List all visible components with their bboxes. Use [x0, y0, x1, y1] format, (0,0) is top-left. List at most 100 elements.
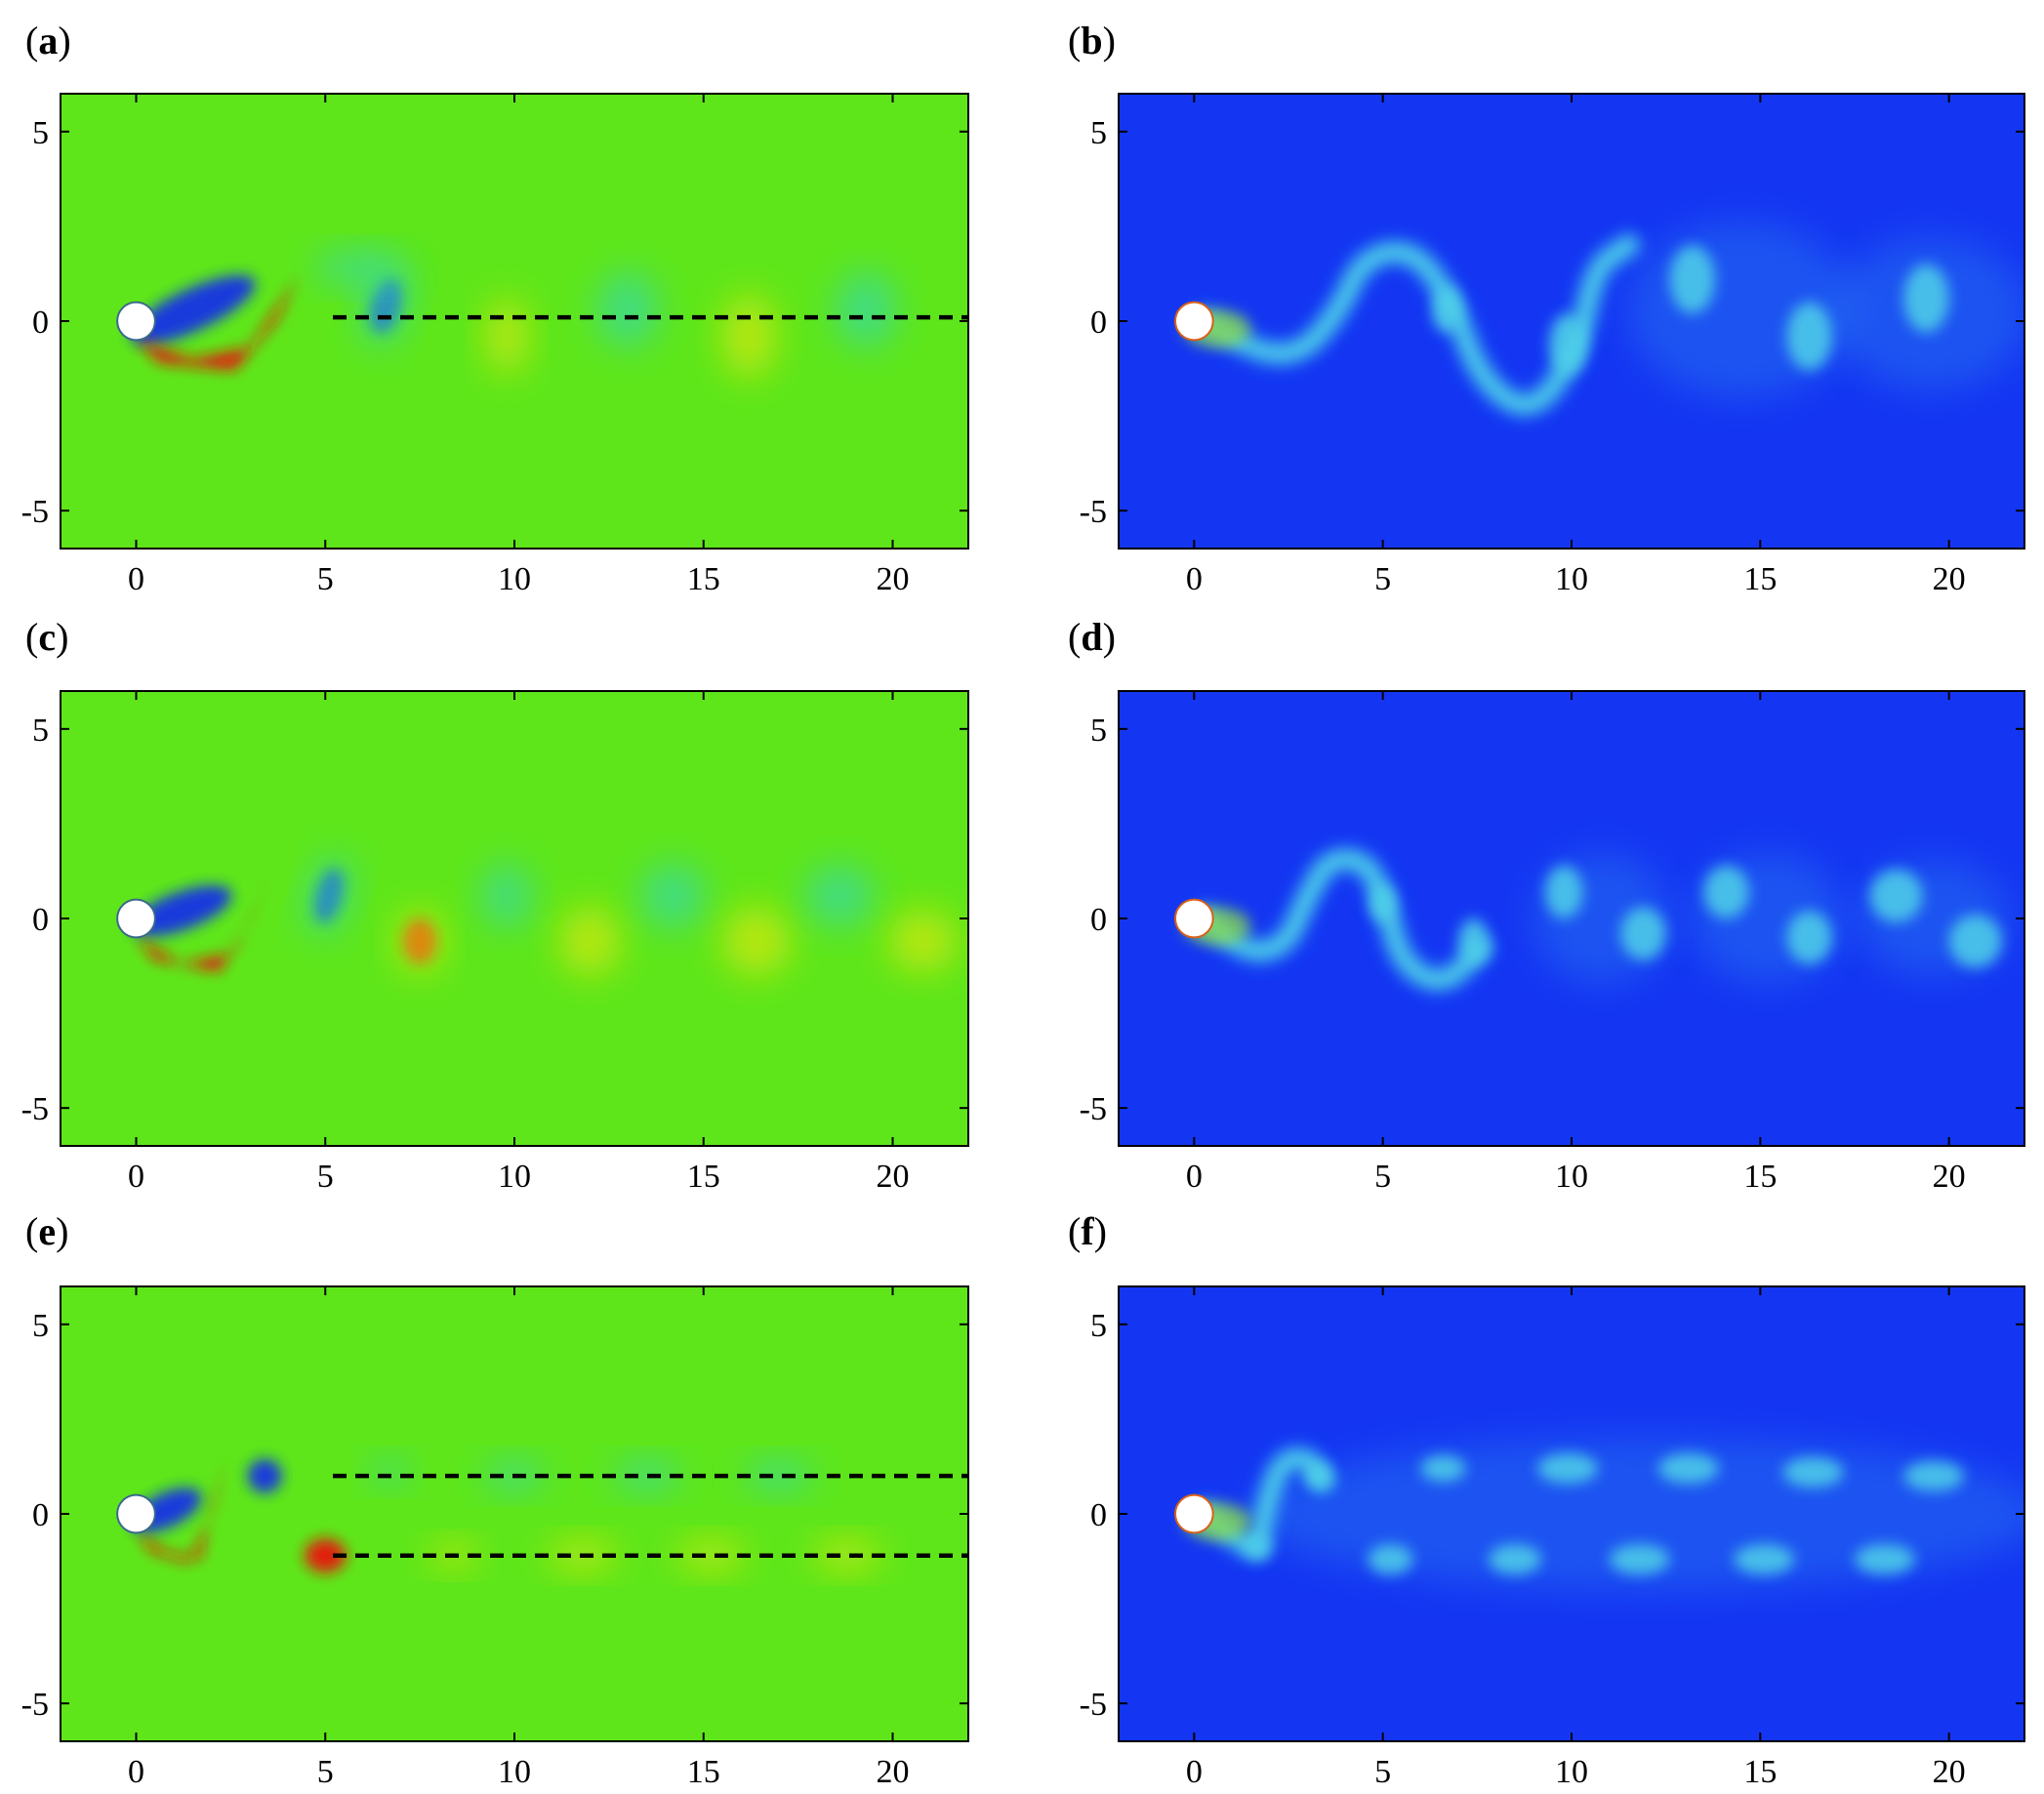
y-tick-label: 5: [1090, 115, 1107, 151]
vortex-wneg-4: [370, 1458, 409, 1486]
concentration-vortex-2: [1786, 302, 1832, 371]
y-tick-label: -5: [21, 494, 49, 530]
concentration-filament: [1197, 851, 1490, 988]
x-tick-label: 10: [498, 1159, 531, 1195]
vortex-wneg-10: [745, 1460, 814, 1491]
x-tick-label: 10: [498, 561, 531, 597]
concentration-vortex-5: [1488, 1544, 1542, 1575]
y-tick-label: 5: [1090, 1308, 1107, 1344]
y-tick-label: 5: [32, 115, 49, 151]
concentration-vortex-6: [1948, 915, 2002, 968]
vortex-wneg-6: [482, 863, 532, 928]
vortex-wneg-8: [836, 271, 897, 348]
x-tick-label: 0: [1186, 1159, 1203, 1195]
vortex-wpos-5: [396, 909, 443, 974]
x-tick-label: 10: [1555, 561, 1588, 597]
concentration-vortex-1: [1245, 1534, 1272, 1562]
x-tick-label: 15: [1743, 1159, 1777, 1195]
y-tick-label: -5: [1080, 494, 1107, 530]
x-tick-label: 20: [877, 561, 910, 597]
vortex-wneg-10: [805, 865, 875, 926]
panel-label-e: (e): [25, 1209, 69, 1253]
y-tick-label: -5: [21, 1687, 49, 1723]
vortex-pos-1: [136, 1456, 227, 1564]
vortex-wneg-8: [640, 863, 706, 928]
panel-label-d: (d): [1068, 615, 1116, 659]
y-tick-label: 0: [1090, 1497, 1107, 1533]
contour-field-d: [1119, 691, 2024, 1146]
y-tick-label: -5: [1080, 1687, 1107, 1723]
panel-label-b: (b): [1068, 19, 1116, 62]
y-tick-label: 5: [32, 713, 49, 749]
concentration-vortex-0: [1305, 1462, 1332, 1489]
vortex-wpos-9: [676, 1540, 746, 1571]
cylinder: [116, 301, 156, 342]
y-tick-label: -5: [1080, 1091, 1107, 1127]
concentration-vortex-10: [1903, 1460, 1965, 1491]
x-tick-label: 0: [128, 1754, 144, 1790]
concentration-vortex-3: [1703, 865, 1749, 918]
y-tick-label: 0: [32, 902, 49, 938]
contour-field-f: [1119, 1286, 2024, 1741]
vortex-neg-0: [131, 885, 232, 937]
concentration-vortex-0: [1548, 313, 1587, 375]
y-tick-label: 5: [32, 1308, 49, 1344]
x-tick-label: 5: [317, 561, 334, 597]
concentration-vortex-9: [1734, 1544, 1795, 1575]
x-tick-label: 5: [1374, 1754, 1391, 1790]
x-tick-label: 0: [1186, 1754, 1203, 1790]
x-tick-label: 5: [317, 1159, 334, 1195]
y-tick-label: 0: [32, 305, 49, 341]
contour-field-c: [61, 691, 968, 1146]
concentration-vortex-3: [1368, 1544, 1413, 1575]
x-tick-label: 20: [1933, 1159, 1966, 1195]
vortex-wpos-7: [559, 907, 621, 976]
x-tick-label: 0: [1186, 561, 1203, 597]
x-tick-label: 20: [877, 1754, 910, 1790]
concentration-vortex-0: [1458, 918, 1489, 964]
vortex-wneg-8: [612, 1460, 681, 1491]
x-tick-label: 0: [128, 1159, 144, 1195]
x-tick-label: 10: [1555, 1754, 1588, 1790]
vortex-pos-3: [304, 1538, 347, 1573]
concentration-vortex-1: [1544, 865, 1583, 918]
x-tick-label: 15: [687, 561, 720, 597]
concentration-vortex-4: [1786, 911, 1832, 964]
cylinder: [1174, 898, 1214, 939]
y-tick-label: 0: [1090, 305, 1107, 341]
cylinder: [116, 1493, 156, 1534]
x-tick-label: 20: [1933, 1754, 1966, 1790]
concentration-vortex-2: [1420, 1454, 1466, 1482]
y-tick-label: 0: [32, 1497, 49, 1533]
x-tick-label: 15: [687, 1159, 720, 1195]
concentration-vortex-6: [1657, 1452, 1719, 1484]
panel-label-a: (a): [25, 19, 71, 62]
vortex-wneg-3: [361, 265, 411, 347]
concentration-vortex-3: [1903, 264, 1949, 333]
y-tick-label: -5: [21, 1091, 49, 1127]
concentration-vortex-1: [1669, 245, 1715, 314]
concentration-vortex-8: [1782, 1456, 1844, 1488]
x-tick-label: 10: [1555, 1159, 1588, 1195]
vortex-wpos-11: [888, 911, 958, 972]
vortex-wneg-6: [597, 271, 659, 348]
contour-field-a: [61, 94, 968, 549]
cylinder: [1174, 1493, 1214, 1534]
concentration-vortex-4: [1537, 1452, 1599, 1484]
concentration-vortex-7: [1369, 884, 1397, 922]
vortex-wpos-9: [722, 907, 791, 976]
concentration-filament: [1197, 1450, 1330, 1554]
concentration-vortex-5: [1869, 869, 1923, 922]
x-tick-label: 20: [877, 1159, 910, 1195]
concentration-vortex-4: [1431, 287, 1462, 333]
vortex-wpos-11: [813, 1540, 881, 1571]
vortex-wneg-4: [313, 251, 405, 286]
cylinder: [1174, 301, 1214, 342]
x-tick-label: 15: [1743, 1754, 1777, 1790]
concentration-vortex-2: [1620, 907, 1666, 960]
contour-field-e: [61, 1286, 968, 1741]
